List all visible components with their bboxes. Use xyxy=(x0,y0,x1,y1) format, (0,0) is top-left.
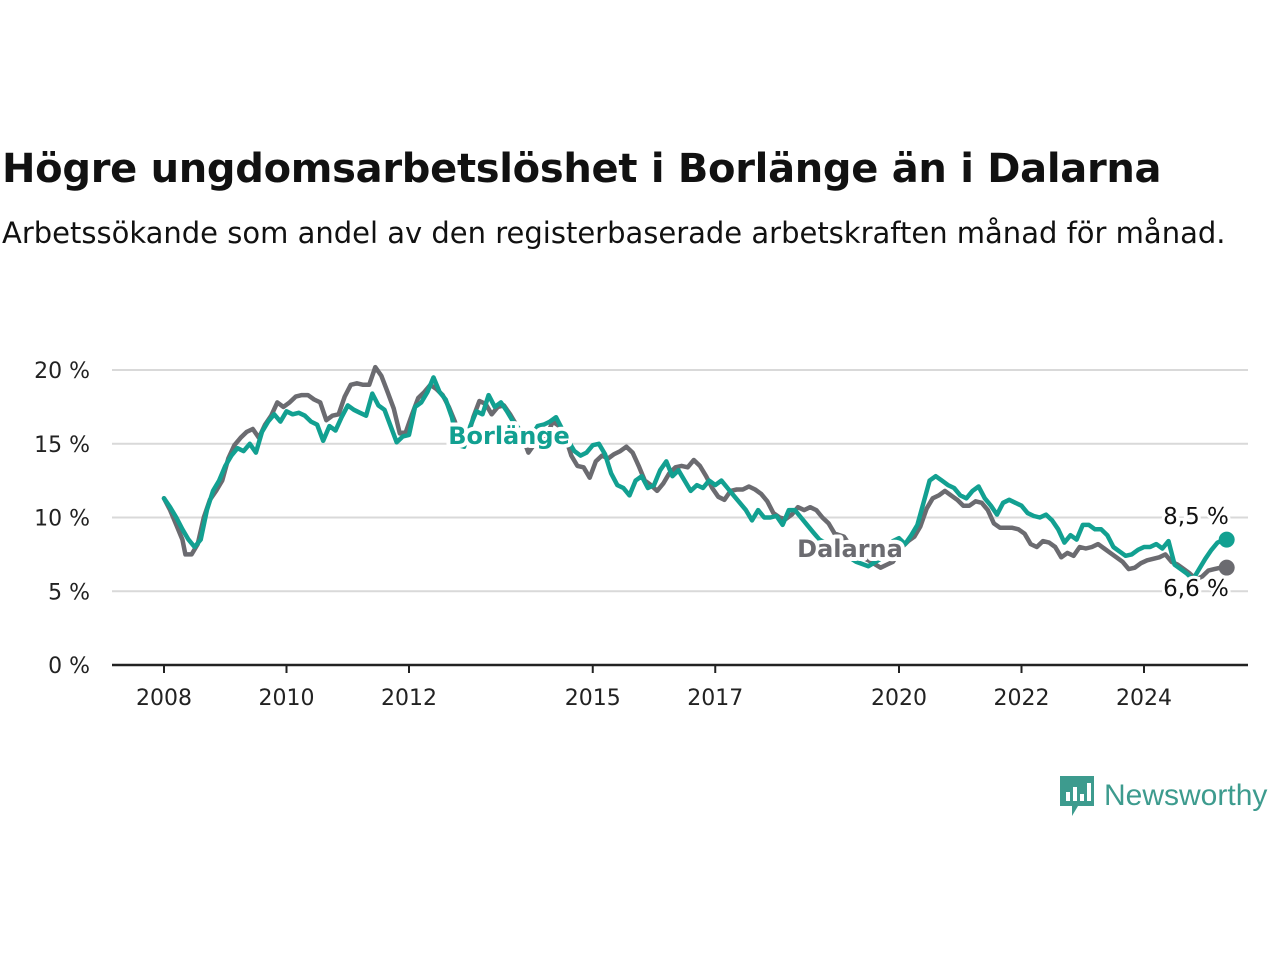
x-tick-label: 2024 xyxy=(1116,686,1172,711)
brand-name: Newsworthy xyxy=(1104,779,1268,812)
line-chart: 0 %5 %10 %15 %20 % 2008 2010 2012 2015 2017 2… xyxy=(34,359,1248,711)
x-tick-label: 2012 xyxy=(381,686,437,711)
newsworthy-logo-icon xyxy=(1060,776,1094,816)
series-label-borlange: Borlänge xyxy=(448,422,570,450)
x-tick-label: 2015 xyxy=(565,686,621,711)
series-lines xyxy=(161,364,1235,582)
chart-title: Högre ungdomsarbetslöshet i Borlänge än … xyxy=(2,146,1162,192)
series-line-dalarna xyxy=(161,364,1229,582)
newsworthy-logo: Newsworthy xyxy=(1058,774,1267,818)
chart-subtitle: Arbetssökande som andel av den registerb… xyxy=(2,216,1226,250)
x-axis: 2008 2010 2012 2015 2017 2020 2022 2024 xyxy=(112,663,1248,711)
y-tick-label: 0 % xyxy=(48,654,90,679)
x-tick-label: 2020 xyxy=(871,686,927,711)
end-label-dalarna: 6,6 % xyxy=(1163,576,1229,602)
x-tick-label: 2022 xyxy=(994,686,1050,711)
y-tick-label: 10 % xyxy=(34,507,90,532)
x-tick-label: 2008 xyxy=(136,686,192,711)
y-tick-label: 15 % xyxy=(34,433,90,458)
y-tick-label: 20 % xyxy=(34,359,90,384)
x-tick-label: 2017 xyxy=(687,686,743,711)
y-tick-label: 5 % xyxy=(48,580,90,605)
end-label-borlange: 8,5 % xyxy=(1163,504,1229,530)
series-label-dalarna: Dalarna xyxy=(797,535,903,563)
x-tick-label: 2010 xyxy=(259,686,315,711)
end-point-borlänge xyxy=(1218,531,1235,548)
y-axis-ticks: 0 % 5 % 10 % 15 % 20 % xyxy=(34,359,90,679)
series-labels: Borlänge Dalarna 8,5 % 6,6 % xyxy=(444,418,1232,605)
end-point-dalarna xyxy=(1218,559,1235,576)
series-line-borlänge xyxy=(161,375,1229,582)
grid-lines xyxy=(112,369,1248,593)
